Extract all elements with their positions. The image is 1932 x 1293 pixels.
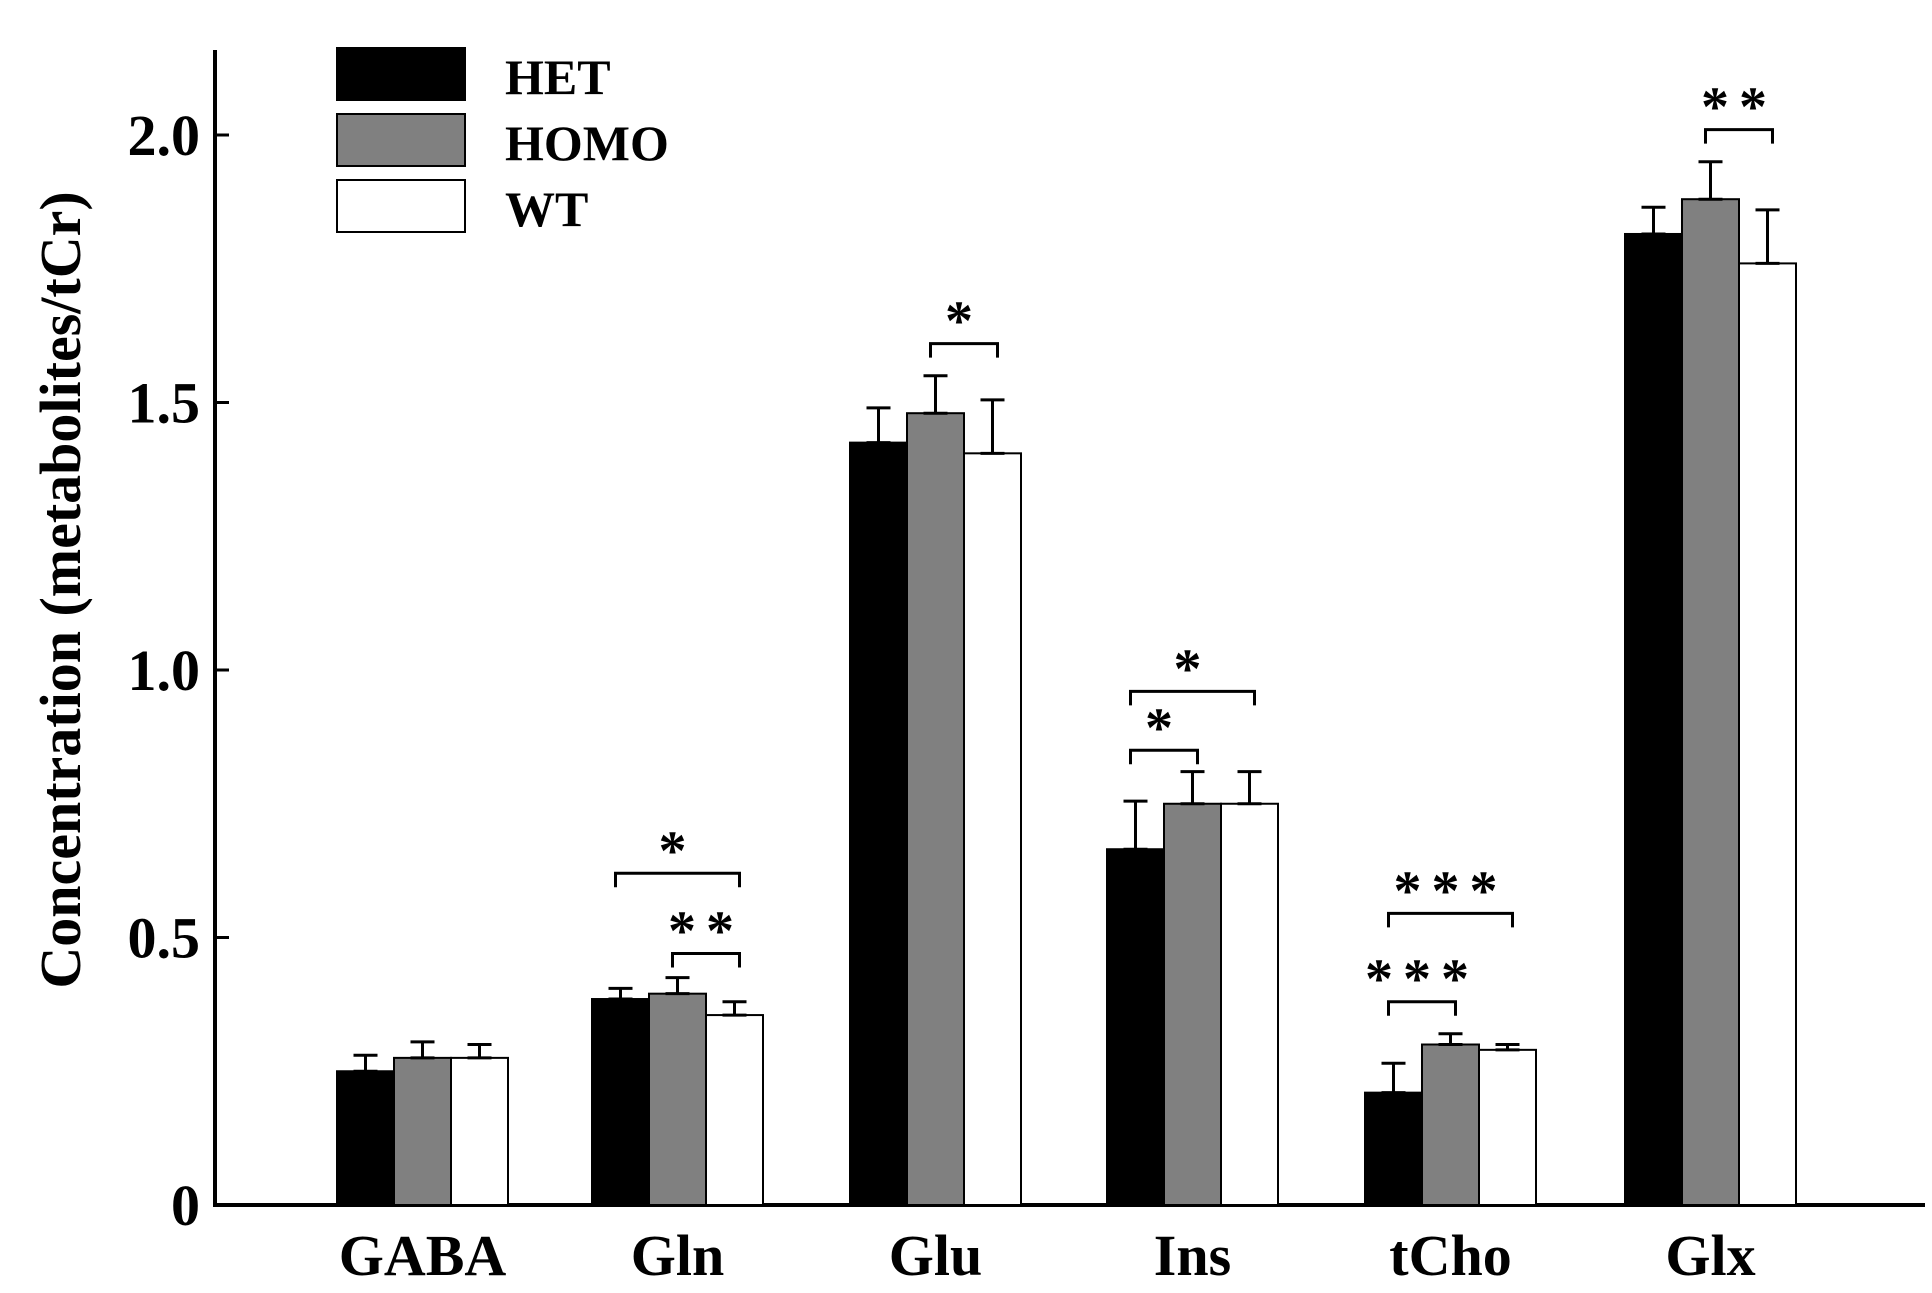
bar — [1681, 198, 1740, 1206]
significance-bracket — [1387, 1000, 1457, 1016]
significance-marker: * — [1174, 638, 1212, 700]
bar — [591, 998, 650, 1207]
x-tick-label: GABA — [339, 1223, 507, 1288]
x-tick-labels: GABA Gln Glu Ins tCho Glx — [339, 1223, 1756, 1288]
legend: HET HOMO WT — [336, 47, 669, 237]
legend-label: HET — [505, 49, 611, 105]
significance-marker: * — [1145, 697, 1183, 759]
y-tick-label: 1.0 — [128, 638, 201, 703]
legend-swatch — [336, 47, 466, 101]
y-tick-label: 0.5 — [128, 906, 201, 971]
bar — [336, 1070, 395, 1206]
legend-label: WT — [505, 181, 588, 237]
legend-swatch — [336, 179, 466, 233]
significance-marker: * — [659, 820, 697, 882]
bars — [336, 160, 1797, 1207]
y-axis-label: Concentration (metabolites/tCr) — [28, 191, 93, 988]
significance-marker: *** — [1394, 860, 1508, 922]
bar — [1624, 232, 1683, 1207]
x-tick-label: Gln — [631, 1223, 725, 1288]
bar — [1163, 802, 1222, 1206]
significance-bracket — [929, 342, 999, 358]
significance-marker: ** — [1701, 77, 1777, 139]
significance-annotations: ************** — [614, 77, 1777, 1016]
y-ticks: 0 0.5 1.0 1.5 2.0 — [128, 103, 229, 1238]
bar — [1421, 1043, 1480, 1206]
bar — [1106, 848, 1165, 1206]
significance-bracket — [1129, 748, 1199, 765]
significance-marker: * — [945, 291, 983, 353]
x-tick-label: Glx — [1665, 1223, 1755, 1288]
x-tick-label: tCho — [1389, 1223, 1511, 1288]
bar — [393, 1056, 452, 1206]
bar — [963, 452, 1022, 1206]
significance-bracket — [614, 871, 741, 888]
significance-bracket — [671, 952, 741, 968]
bar — [450, 1056, 509, 1206]
bar — [1220, 802, 1279, 1206]
bar — [705, 1014, 764, 1207]
significance-bracket — [1387, 911, 1514, 928]
legend-label: HOMO — [505, 115, 669, 171]
y-tick-label: 2.0 — [128, 103, 201, 168]
y-tick-label: 1.5 — [128, 371, 201, 436]
bar — [1478, 1048, 1537, 1206]
x-tick-label: Glu — [889, 1223, 983, 1288]
significance-bracket — [1129, 689, 1256, 706]
x-tick-label: Ins — [1154, 1223, 1231, 1288]
bar — [1738, 262, 1797, 1206]
bar — [648, 992, 707, 1206]
significance-marker: *** — [1365, 949, 1479, 1011]
y-tick-label: 0 — [171, 1173, 200, 1238]
bar — [906, 412, 965, 1206]
bar — [1364, 1091, 1423, 1207]
significance-marker: ** — [668, 901, 744, 963]
bar — [849, 441, 908, 1206]
legend-swatch — [336, 113, 466, 167]
significance-bracket — [1704, 128, 1774, 144]
